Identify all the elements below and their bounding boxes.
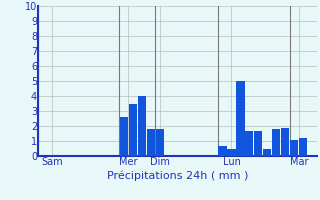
Bar bbox=[272, 129, 280, 156]
Bar bbox=[245, 130, 253, 156]
Bar bbox=[147, 129, 155, 156]
Bar bbox=[236, 81, 244, 156]
Bar bbox=[263, 148, 271, 156]
Bar bbox=[120, 117, 128, 156]
Bar bbox=[219, 146, 227, 156]
Bar bbox=[299, 138, 308, 156]
Bar bbox=[290, 140, 298, 156]
Bar bbox=[129, 104, 137, 156]
Bar bbox=[156, 129, 164, 156]
Bar bbox=[281, 128, 289, 156]
Bar bbox=[138, 96, 146, 156]
Bar bbox=[228, 148, 236, 156]
Bar bbox=[254, 130, 262, 156]
X-axis label: Précipitations 24h ( mm ): Précipitations 24h ( mm ) bbox=[107, 170, 248, 181]
